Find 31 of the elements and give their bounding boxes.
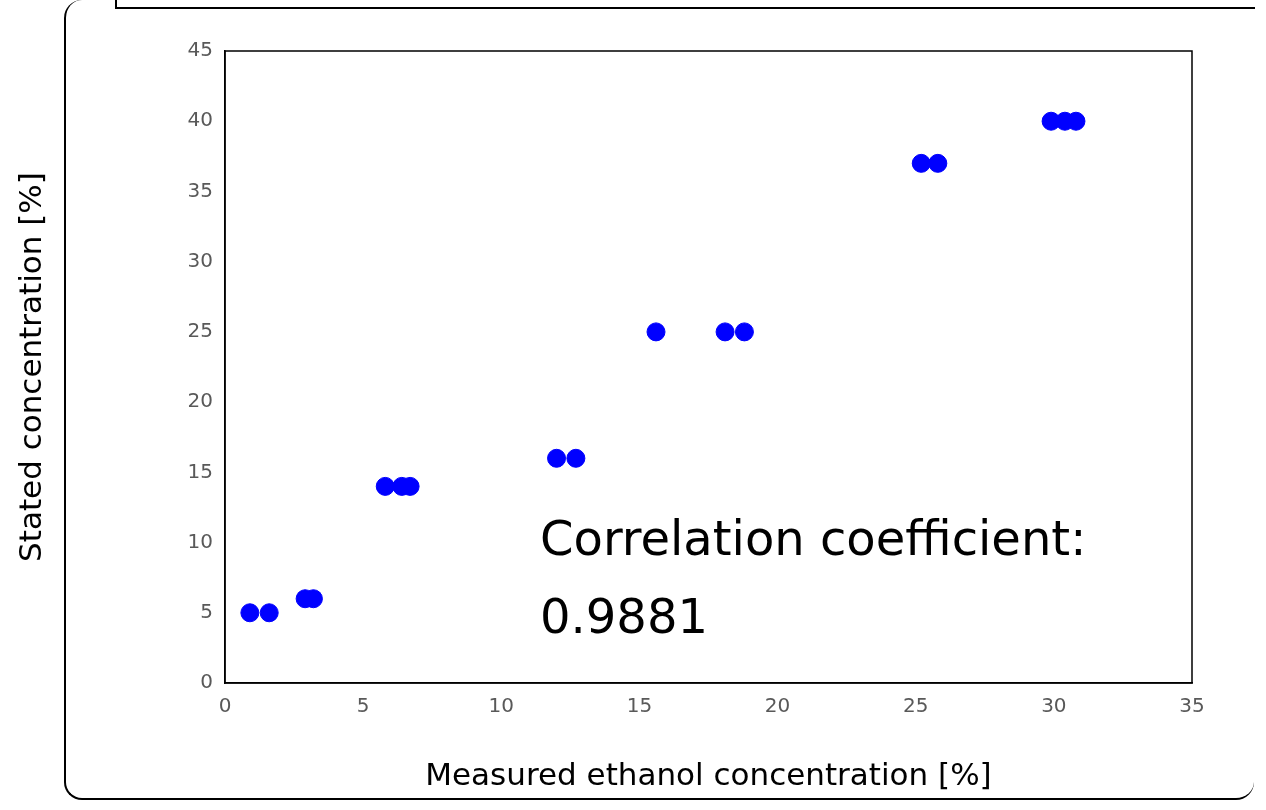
x-tick-label: 10 (488, 693, 515, 718)
y-tick-label: 10 (187, 528, 213, 553)
y-axis-title: Stated concentration [%] (11, 172, 48, 562)
point (547, 448, 567, 468)
y-tick-label: 45 (187, 37, 213, 62)
point (375, 476, 395, 496)
x-tick-label: 25 (902, 693, 929, 718)
x-tick-label: 5 (356, 693, 370, 718)
y-tick-label: 5 (200, 598, 213, 623)
annotation: Correlation coefficient: 0.9881 (540, 510, 1087, 644)
y-tick-label: 20 (187, 388, 213, 413)
y-tick-label: 15 (187, 458, 213, 483)
x-tick-label: 0 (218, 693, 232, 718)
point (566, 448, 586, 468)
point (911, 153, 931, 173)
y-tick-label: 30 (187, 247, 213, 272)
y-tick-label: 35 (187, 177, 213, 202)
x-tick-label: 20 (764, 693, 791, 718)
x-tick-label: 30 (1041, 693, 1067, 718)
x-tick-label: 35 (1179, 693, 1205, 718)
point (240, 603, 260, 623)
x-tick-label: 15 (626, 693, 653, 718)
point (715, 322, 735, 342)
point (928, 153, 948, 173)
y-tick-label: 0 (200, 669, 213, 694)
y-tick-label: 40 (187, 107, 213, 132)
point (646, 322, 666, 342)
x-axis-title: Measured ethanol concentration [%] (425, 756, 992, 793)
point (259, 603, 279, 623)
y-tick-label: 25 (187, 318, 213, 343)
point (734, 322, 754, 342)
